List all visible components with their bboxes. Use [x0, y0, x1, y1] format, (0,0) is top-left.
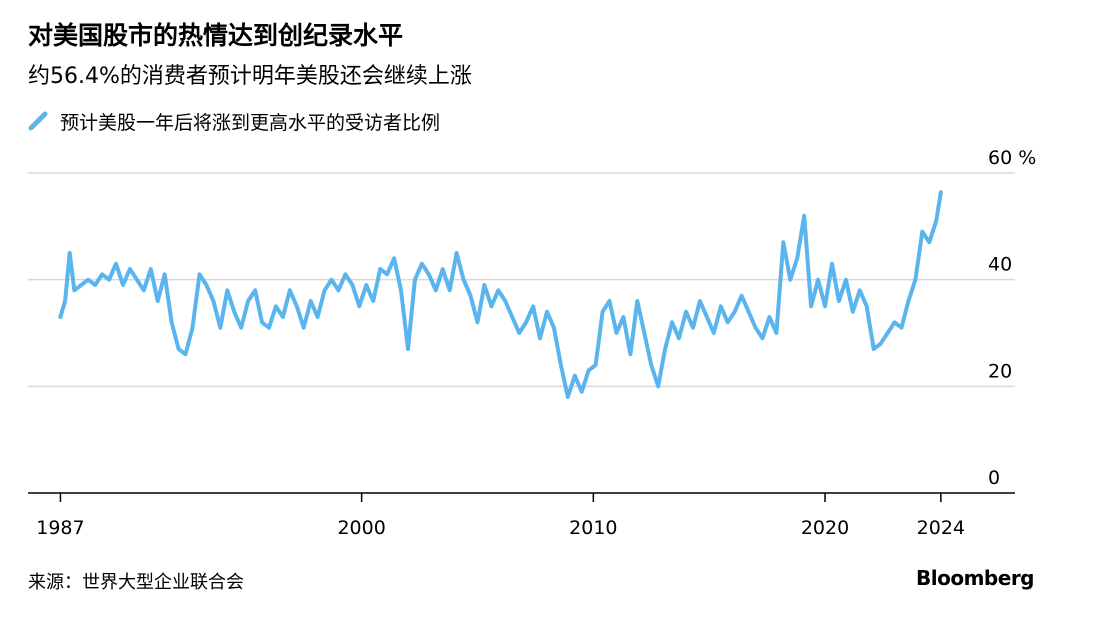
bloomberg-logo: Bloomberg [916, 566, 1034, 590]
x-tick-label: 2000 [337, 517, 385, 539]
series-line [58, 190, 943, 399]
x-axis: 1987 2000 2010 2020 2024 [36, 493, 965, 539]
legend-swatch-icon [28, 111, 48, 131]
series-layer [58, 190, 943, 399]
y-tick-label: 40 [988, 254, 1012, 276]
x-tick-label: 2020 [801, 517, 849, 539]
source-note: 来源：世界大型企业联合会 [28, 572, 244, 593]
x-tick-label: 2024 [917, 517, 965, 539]
legend: 预计美股一年后将涨到更高水平的受访者比例 [28, 108, 440, 134]
legend-label: 预计美股一年后将涨到更高水平的受访者比例 [60, 111, 441, 134]
y-tick-label: 0 [988, 467, 1000, 489]
x-tick-label: 2010 [569, 517, 617, 539]
y-tick-label: 60 % [988, 147, 1036, 169]
grid-lines [28, 172, 1015, 494]
y-axis-labels: 0 20 40 60 % [988, 147, 1036, 489]
x-tick-label: 1987 [36, 517, 84, 539]
chart-title: 对美国股市的热情达到创纪录水平 [28, 21, 404, 50]
y-tick-label: 20 [988, 360, 1012, 382]
chart-subtitle: 约56.4%的消费者预计明年美股还会继续上涨 [28, 64, 472, 89]
